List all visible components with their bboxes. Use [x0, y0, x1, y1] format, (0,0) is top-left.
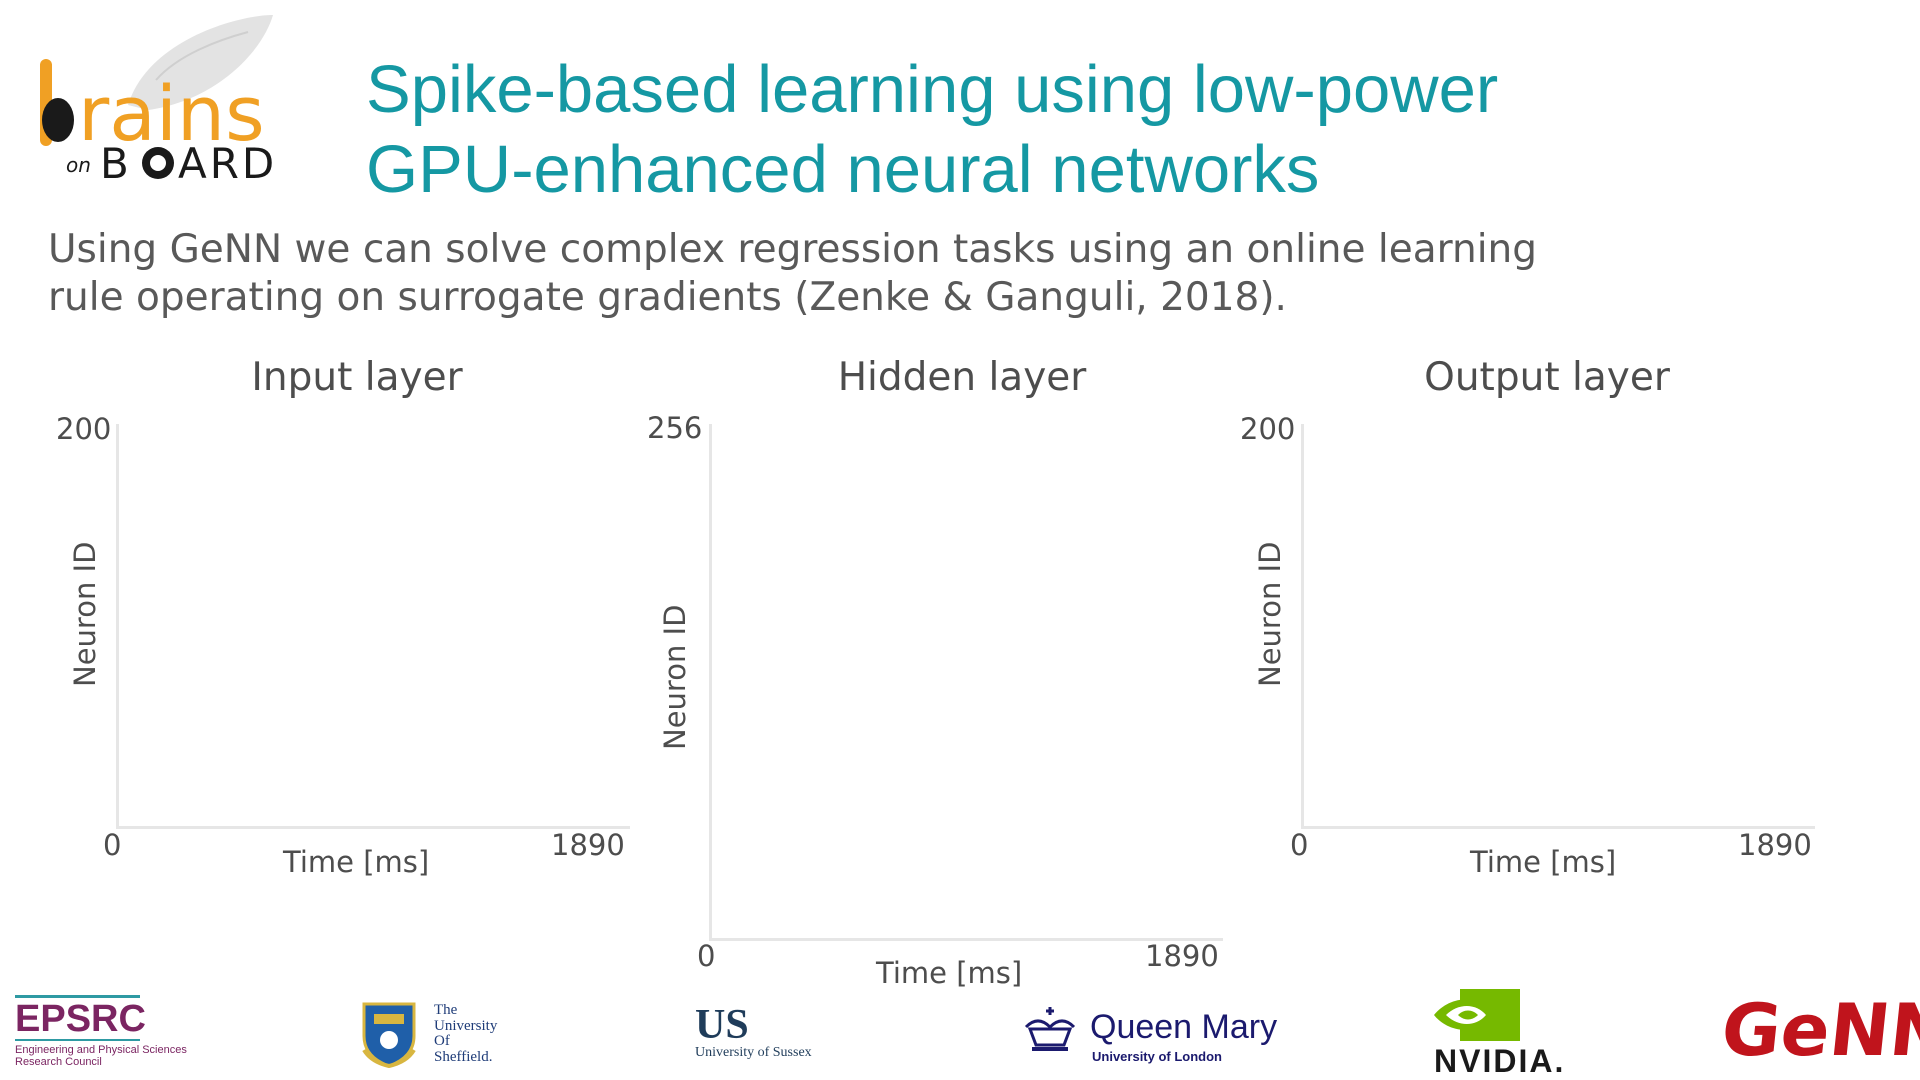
input-x-tick-min: 0	[103, 828, 122, 862]
sussex-wordmark: US	[695, 1002, 749, 1048]
epsrc-line-1: Engineering and Physical Sciences	[15, 1044, 187, 1056]
hidden-x-tick-min: 0	[697, 939, 716, 973]
output-y-tick-max: 200	[1240, 412, 1296, 446]
input-y-tick-max: 200	[56, 412, 112, 446]
title-line-1: Spike-based learning using low-power	[366, 52, 1499, 127]
input-y-axis-label: Neuron ID	[68, 541, 102, 687]
output-layer-plot-area	[1301, 424, 1815, 829]
nvidia-eye-icon	[1434, 989, 1520, 1041]
hidden-y-tick-max: 256	[647, 411, 703, 445]
hidden-layer-title: Hidden layer	[837, 355, 1087, 400]
svg-text:B: B	[100, 139, 132, 180]
title-line-2: GPU-enhanced neural networks	[366, 132, 1320, 207]
input-layer-title: Input layer	[251, 355, 463, 400]
input-layer-raster	[119, 424, 630, 826]
output-layer-raster	[1304, 424, 1815, 826]
queen-mary-wordmark: Queen Mary	[1090, 1008, 1278, 1046]
output-x-axis-label: Time [ms]	[1470, 845, 1617, 879]
output-x-tick-max: 1890	[1738, 828, 1812, 862]
sussex-line: University of Sussex	[695, 1045, 812, 1060]
queen-mary-crown-icon	[1024, 1007, 1076, 1051]
output-layer-title: Output layer	[1424, 355, 1670, 400]
svg-text:ARD: ARD	[178, 139, 277, 180]
input-layer-plot-area	[116, 424, 630, 829]
nvidia-wordmark: NVIDIA.	[1434, 1043, 1566, 1079]
svg-text:rains: rains	[78, 69, 265, 158]
sheffield-line-3: Of	[434, 1033, 450, 1049]
sheffield-crest-icon	[362, 1002, 416, 1068]
brains-on-board-logo: rains on B ARD	[38, 10, 308, 188]
hidden-layer-plot-area	[709, 424, 1223, 941]
input-x-tick-max: 1890	[551, 828, 625, 862]
hidden-x-tick-max: 1890	[1145, 939, 1219, 973]
university-of-sussex-logo: US University of Sussex	[695, 1002, 855, 1070]
genn-logo: GeNN	[1718, 988, 1920, 1072]
sheffield-line-1: The	[434, 1002, 458, 1018]
slide-subtitle: Using GeNN we can solve complex regressi…	[48, 226, 1748, 322]
university-of-sheffield-logo: The University Of Sheffield.	[360, 1000, 520, 1075]
queen-mary-logo: Queen Mary University of London	[1022, 1005, 1277, 1070]
slide-title: Spike-based learning using low-power GPU…	[366, 50, 1866, 210]
hidden-y-axis-label: Neuron ID	[658, 604, 692, 750]
subtitle-line-2: rule operating on surrogate gradients (Z…	[48, 275, 1287, 320]
epsrc-line-2: Research Council	[15, 1056, 102, 1068]
input-x-axis-label: Time [ms]	[283, 845, 430, 879]
svg-text:on: on	[66, 153, 91, 177]
subtitle-line-1: Using GeNN we can solve complex regressi…	[48, 227, 1538, 272]
hidden-layer-raster	[712, 424, 1223, 938]
sheffield-line-2: University	[434, 1017, 498, 1034]
output-x-tick-min: 0	[1290, 828, 1309, 862]
output-y-axis-label: Neuron ID	[1253, 541, 1287, 687]
sheffield-line-4: Sheffield.	[434, 1048, 493, 1065]
nvidia-logo: NVIDIA.	[1432, 985, 1567, 1079]
genn-wordmark: GeNN	[1717, 988, 1920, 1072]
hidden-x-axis-label: Time [ms]	[876, 956, 1023, 990]
epsrc-logo: EPSRC Engineering and Physical Sciences …	[15, 995, 195, 1068]
queen-mary-line: University of London	[1092, 1049, 1222, 1064]
epsrc-wordmark: EPSRC	[15, 998, 146, 1040]
